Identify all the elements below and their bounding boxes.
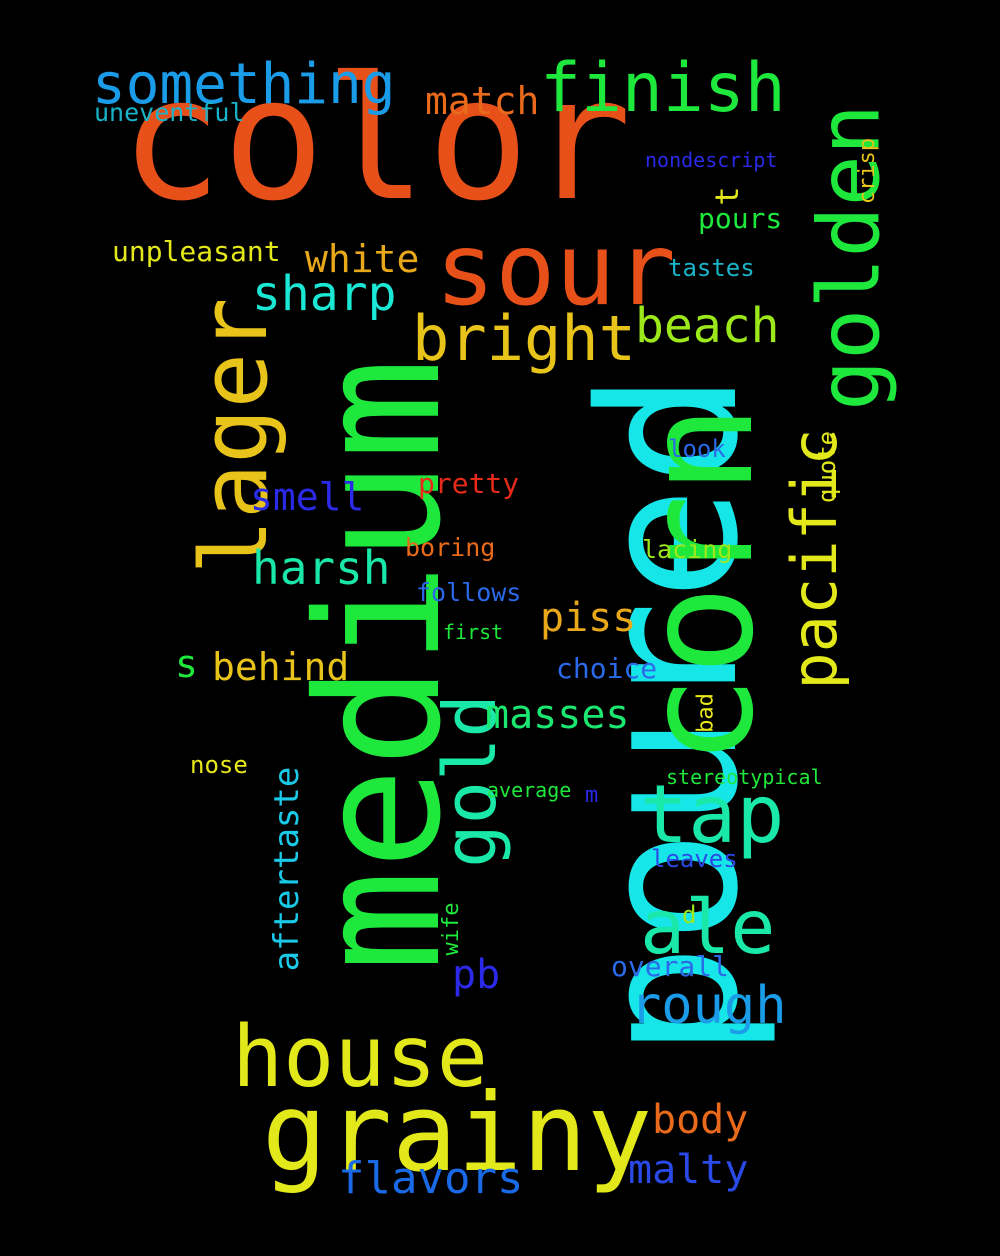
word-average: average [487,778,572,802]
word-rough: rough [630,976,787,1036]
word-ale: ale [640,883,776,971]
word-nondescript: nondescript [645,148,778,172]
word-d: d [682,901,697,929]
word-match: match [425,79,540,123]
word-flavors: flavors [338,1153,524,1204]
word-sour: sour [435,211,676,328]
word-look: look [668,435,726,463]
word-harsh: harsh [252,541,391,595]
word-unpleasant: unpleasant [112,235,281,268]
word-nose: nose [190,751,248,779]
word-wife: wife [439,902,464,956]
word-tap: tap [640,768,785,861]
word-bright: bright [412,302,636,375]
word-sharp: sharp [252,266,397,322]
word-something: something [92,52,396,117]
word-malty: malty [628,1147,749,1193]
word-lacing: lacing [642,535,733,564]
word-bad: bad [693,693,719,733]
word-first: first [443,620,504,644]
word-pretty: pretty [418,467,520,500]
word-white: white [305,237,420,281]
word-pours: pours [698,202,783,235]
word-overall: overall [611,950,730,983]
word-tastes: tastes [668,254,755,282]
word-stereotypical: stereotypical [666,765,823,789]
word-quote: quote [813,430,841,504]
word-beach: beach [635,298,780,354]
word-leaves: leaves [651,845,738,873]
word-follows: follows [416,578,522,607]
word-finish: finish [540,49,786,128]
word-crisp: crisp [855,137,880,205]
word-boring: boring [405,533,496,562]
word-uneventful: uneventful [94,98,245,127]
word-piss: piss [540,595,637,641]
word-behind: behind [212,645,350,689]
word-masses: masses [485,692,630,738]
word-pb: pb [452,952,501,998]
word-body: body [652,1097,749,1143]
word-m: m [585,783,599,808]
word-s: s [175,642,198,686]
word-aftertaste: aftertaste [267,766,307,972]
word-choice: choice [556,652,658,685]
word-smell: smell [250,475,365,519]
word-color: color [120,41,632,239]
word-grainy: grainy [262,1071,653,1196]
word-house: house [232,1008,488,1107]
